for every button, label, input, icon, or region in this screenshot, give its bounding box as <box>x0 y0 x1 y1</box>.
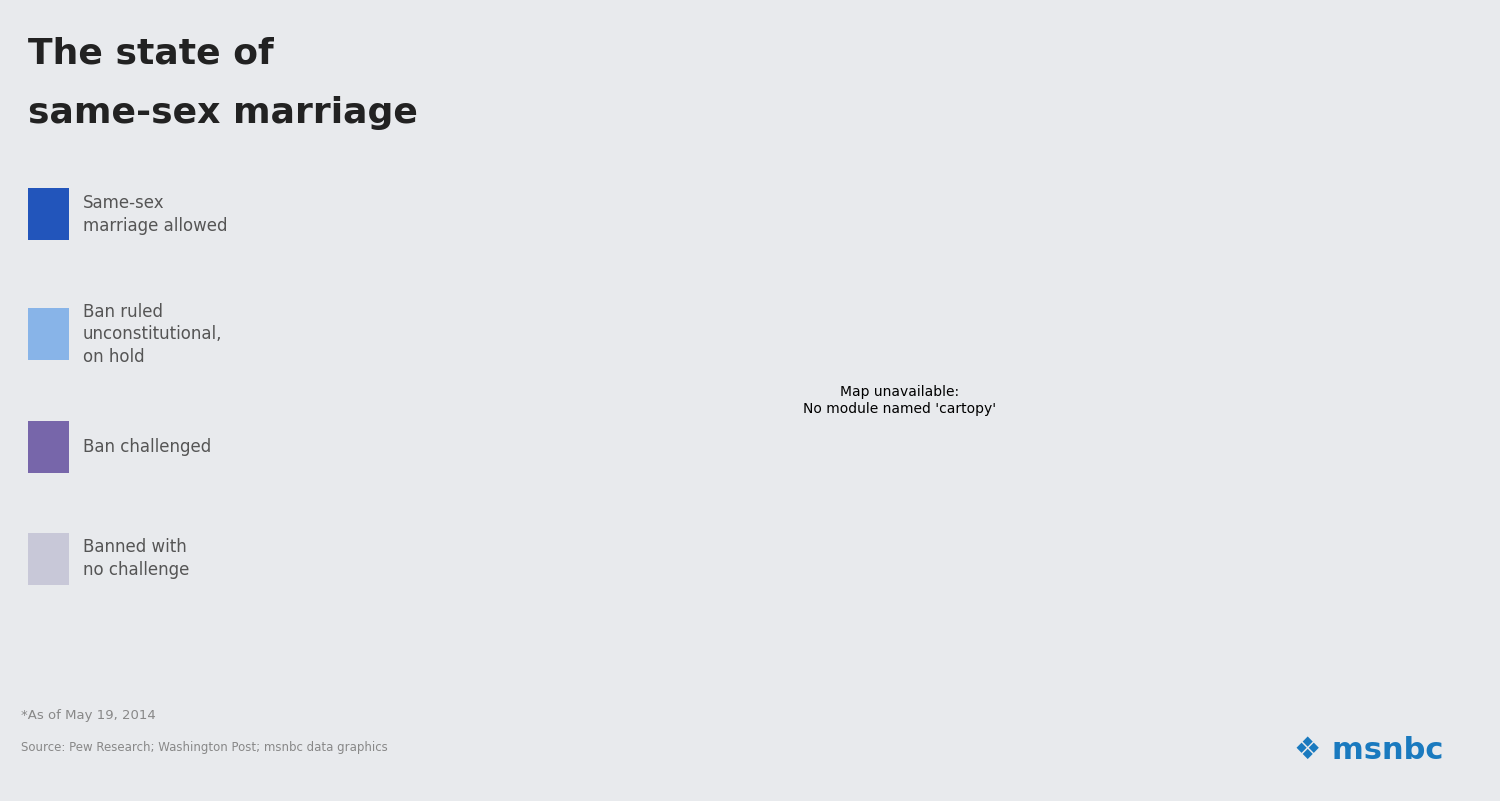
Text: *As of May 19, 2014: *As of May 19, 2014 <box>21 709 156 722</box>
Text: Same-sex
marriage allowed: Same-sex marriage allowed <box>82 194 228 235</box>
Text: Map unavailable:
No module named 'cartopy': Map unavailable: No module named 'cartop… <box>804 385 996 416</box>
Text: same-sex marriage: same-sex marriage <box>27 96 417 130</box>
Text: ❖ msnbc: ❖ msnbc <box>1294 736 1443 765</box>
Bar <box>27 188 69 240</box>
Bar <box>27 308 69 360</box>
Text: Ban ruled
unconstitutional,
on hold: Ban ruled unconstitutional, on hold <box>82 303 222 366</box>
Text: Banned with
no challenge: Banned with no challenge <box>82 538 189 579</box>
Bar <box>27 421 69 473</box>
Text: Source: Pew Research; Washington Post; msnbc data graphics: Source: Pew Research; Washington Post; m… <box>21 741 387 754</box>
Text: Ban challenged: Ban challenged <box>82 437 212 456</box>
Bar <box>27 533 69 585</box>
Text: The state of: The state of <box>27 36 273 70</box>
